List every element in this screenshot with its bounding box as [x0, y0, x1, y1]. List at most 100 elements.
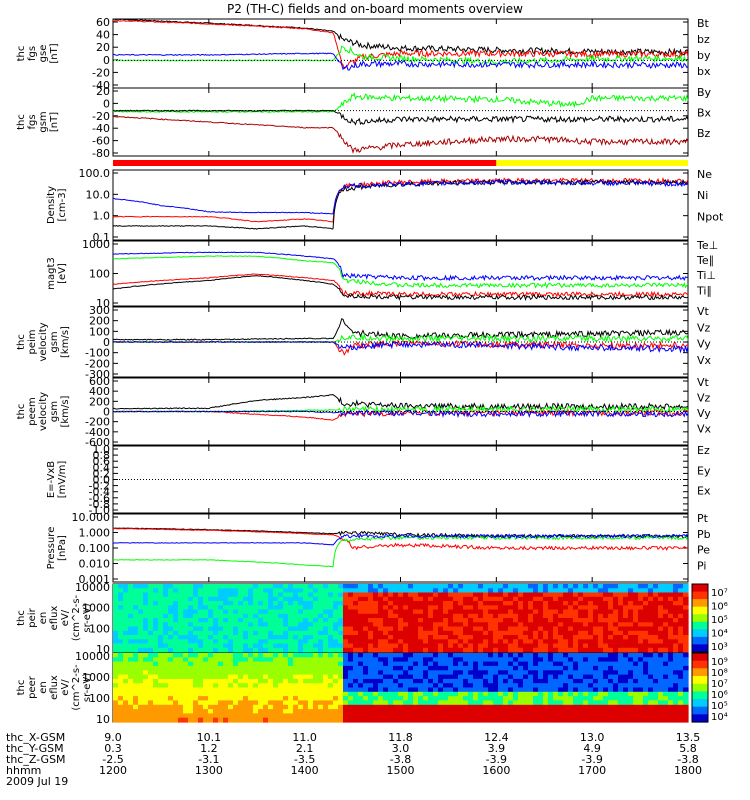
- heatmap-cell: [313, 713, 319, 719]
- heatmap-cell: [398, 584, 404, 589]
- heatmap-cell: [298, 635, 304, 640]
- heatmap-cell: [488, 657, 494, 663]
- heatmap-cell: [168, 661, 174, 667]
- heatmap-cell: [543, 622, 549, 628]
- heatmap-cell: [378, 687, 384, 693]
- heatmap-cell: [408, 700, 414, 706]
- heatmap-cell: [613, 601, 619, 606]
- heatmap-cell: [213, 700, 219, 706]
- heatmap-cell: [518, 630, 524, 636]
- heatmap-cell: [133, 704, 139, 710]
- heatmap-cell: [373, 691, 379, 697]
- heatmap-cell: [608, 647, 614, 653]
- heatmap-cell: [313, 626, 319, 632]
- heatmap-cell: [318, 691, 324, 697]
- heatmap-cell: [303, 588, 309, 594]
- heatmap-cell: [233, 661, 239, 667]
- heatmap-cell: [473, 622, 479, 628]
- heatmap-cell: [483, 613, 489, 619]
- heatmap-cell: [578, 683, 584, 689]
- heatmap-cell: [613, 643, 619, 649]
- heatmap-cell: [278, 687, 284, 693]
- heatmap-cell: [133, 622, 139, 628]
- heatmap-cell: [198, 592, 204, 598]
- heatmap-cell: [628, 709, 634, 714]
- heatmap-cell: [203, 601, 209, 606]
- heatmap-cell: [643, 687, 649, 693]
- heatmap-cell: [528, 670, 534, 676]
- heatmap-cell: [118, 647, 124, 653]
- heatmap-cell: [533, 691, 539, 697]
- heatmap-cell: [163, 670, 169, 676]
- heatmap-cell: [528, 605, 534, 611]
- heatmap-cell: [113, 696, 119, 701]
- heatmap-cell: [463, 635, 469, 640]
- heatmap-cell: [368, 647, 374, 653]
- heatmap-cell: [518, 665, 524, 671]
- heatmap-cell: [423, 635, 429, 640]
- heatmap-cell: [383, 653, 389, 658]
- heatmap-cell: [278, 626, 284, 632]
- heatmap-cell: [658, 653, 664, 658]
- heatmap-cell: [668, 584, 674, 589]
- heatmap-cell: [603, 618, 609, 623]
- heatmap-cell: [288, 613, 294, 619]
- y-tick-label: -200: [85, 416, 110, 429]
- y-axis-label: [mV/m]: [57, 461, 68, 499]
- heatmap-cell: [118, 687, 124, 693]
- heatmap-cell: [528, 653, 534, 658]
- heatmap-cell: [583, 713, 589, 719]
- heatmap-cell: [523, 601, 529, 606]
- heatmap-cell: [553, 665, 559, 671]
- heatmap-cell: [453, 700, 459, 706]
- series-line-bz: [113, 19, 689, 70]
- heatmap-cell: [153, 609, 159, 615]
- heatmap-cell: [548, 700, 554, 706]
- heatmap-cell: [493, 647, 499, 653]
- heatmap-cell: [263, 704, 269, 710]
- heatmap-cell: [258, 613, 264, 619]
- heatmap-cell: [488, 622, 494, 628]
- heatmap-cell: [453, 709, 459, 714]
- heatmap-cell: [118, 601, 124, 606]
- heatmap-cell: [483, 709, 489, 714]
- heatmap-cell: [123, 661, 129, 667]
- heatmap-cell: [283, 687, 289, 693]
- heatmap-cell: [133, 687, 139, 693]
- heatmap-cell: [168, 584, 174, 589]
- heatmap-cell: [533, 609, 539, 615]
- heatmap-cell: [438, 665, 444, 671]
- heatmap-cell: [148, 596, 154, 602]
- y-axis-label: thc: [16, 404, 27, 420]
- heatmap-cell: [538, 713, 544, 719]
- heatmap-cell: [358, 713, 364, 719]
- heatmap-cell: [193, 588, 199, 594]
- heatmap-cell: [203, 592, 209, 598]
- heatmap-cell: [198, 709, 204, 714]
- heatmap-cell: [238, 717, 244, 723]
- heatmap-cell: [418, 601, 424, 606]
- y-axis-label: en: [38, 612, 49, 625]
- heatmap-cell: [173, 713, 179, 719]
- heatmap-cell: [238, 626, 244, 632]
- footer-value: -3.8: [677, 753, 698, 766]
- heatmap-cell: [518, 609, 524, 615]
- heatmap-cell: [333, 661, 339, 667]
- heatmap-cell: [268, 618, 274, 623]
- heatmap-cell: [423, 605, 429, 611]
- heatmap-cell: [138, 596, 144, 602]
- heatmap-cell: [648, 609, 654, 615]
- heatmap-cell: [128, 661, 134, 667]
- heatmap-cell: [448, 626, 454, 632]
- heatmap-cell: [353, 639, 359, 645]
- heatmap-cell: [628, 605, 634, 611]
- heatmap-cell: [403, 626, 409, 632]
- heatmap-cell: [678, 626, 684, 632]
- heatmap-cell: [608, 622, 614, 628]
- heatmap-cell: [203, 683, 209, 689]
- heatmap-cell: [643, 661, 649, 667]
- heatmap-cell: [638, 601, 644, 606]
- heatmap-cell: [563, 683, 569, 689]
- heatmap-cell: [143, 696, 149, 701]
- heatmap-cell: [268, 657, 274, 663]
